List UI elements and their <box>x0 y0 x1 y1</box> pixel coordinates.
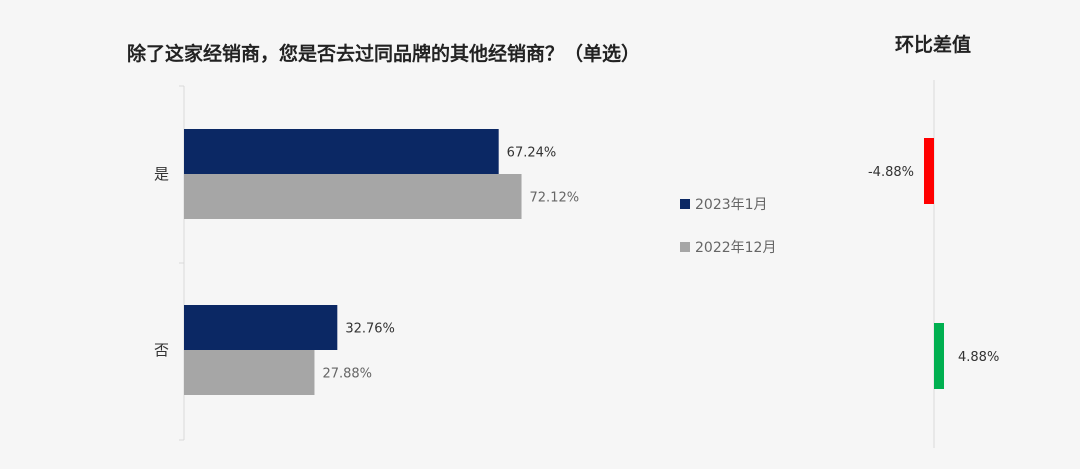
bar-jan-2023 <box>184 129 499 174</box>
category-label: 是 <box>154 165 169 183</box>
data-label: 32.76% <box>345 322 395 337</box>
legend-label: 2023年1月 <box>695 197 768 213</box>
bar-dec-2022 <box>184 174 522 219</box>
legend-swatch <box>680 242 690 252</box>
legend-swatch <box>680 199 690 209</box>
bar-dec-2022 <box>184 350 315 395</box>
diff-bar <box>934 323 945 389</box>
chart-title: 除了这家经销商，您是否去过同品牌的其他经销商？（单选） <box>127 42 640 65</box>
diff-label: 4.88% <box>958 350 999 365</box>
legend-label: 2022年12月 <box>695 240 776 256</box>
diff-chart-title: 环比差值 <box>895 33 971 56</box>
category-label: 否 <box>154 341 169 359</box>
diff-bar <box>923 138 934 204</box>
data-label: 72.12% <box>530 191 580 206</box>
data-label: 67.24% <box>507 146 557 161</box>
bar-jan-2023 <box>184 305 338 350</box>
data-label: 27.88% <box>322 367 372 382</box>
diff-label: -4.88% <box>868 165 914 180</box>
